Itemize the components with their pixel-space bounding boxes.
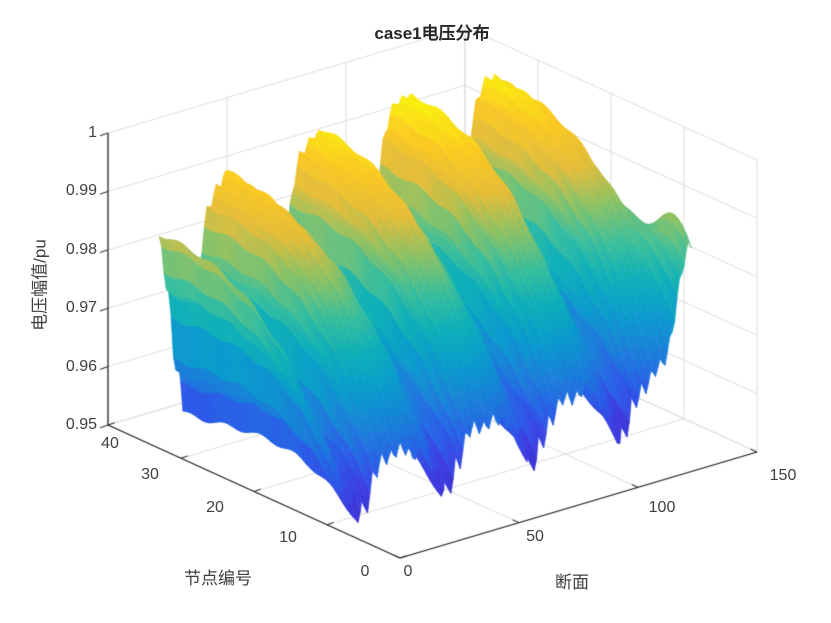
z-tick-label: 0.97 <box>65 299 97 317</box>
x-tick-label: 0 <box>403 563 413 580</box>
x-tick-label: 150 <box>769 466 797 484</box>
z-tick-label: 0.96 <box>65 357 97 375</box>
y-tick-label: 10 <box>279 528 297 546</box>
x-axis-label: 断面 <box>555 573 589 592</box>
y-tick-label: 20 <box>206 498 224 516</box>
z-tick-label: 0.98 <box>65 240 97 258</box>
chart-title: case1电压分布 <box>374 24 490 43</box>
x-tick-label: 50 <box>526 527 544 545</box>
y-tick-label: 40 <box>101 435 119 452</box>
y-axis-label: 节点编号 <box>184 569 252 588</box>
y-tick-label: 0 <box>360 563 370 580</box>
z-tick-label: 0.99 <box>65 182 97 200</box>
x-tick-label: 100 <box>648 499 676 517</box>
z-tick-label: 0.95 <box>65 416 97 433</box>
z-tick-label: 1 <box>88 124 97 141</box>
y-tick-label: 30 <box>141 466 159 484</box>
z-axis-label: 电压幅值/pu <box>30 239 50 331</box>
